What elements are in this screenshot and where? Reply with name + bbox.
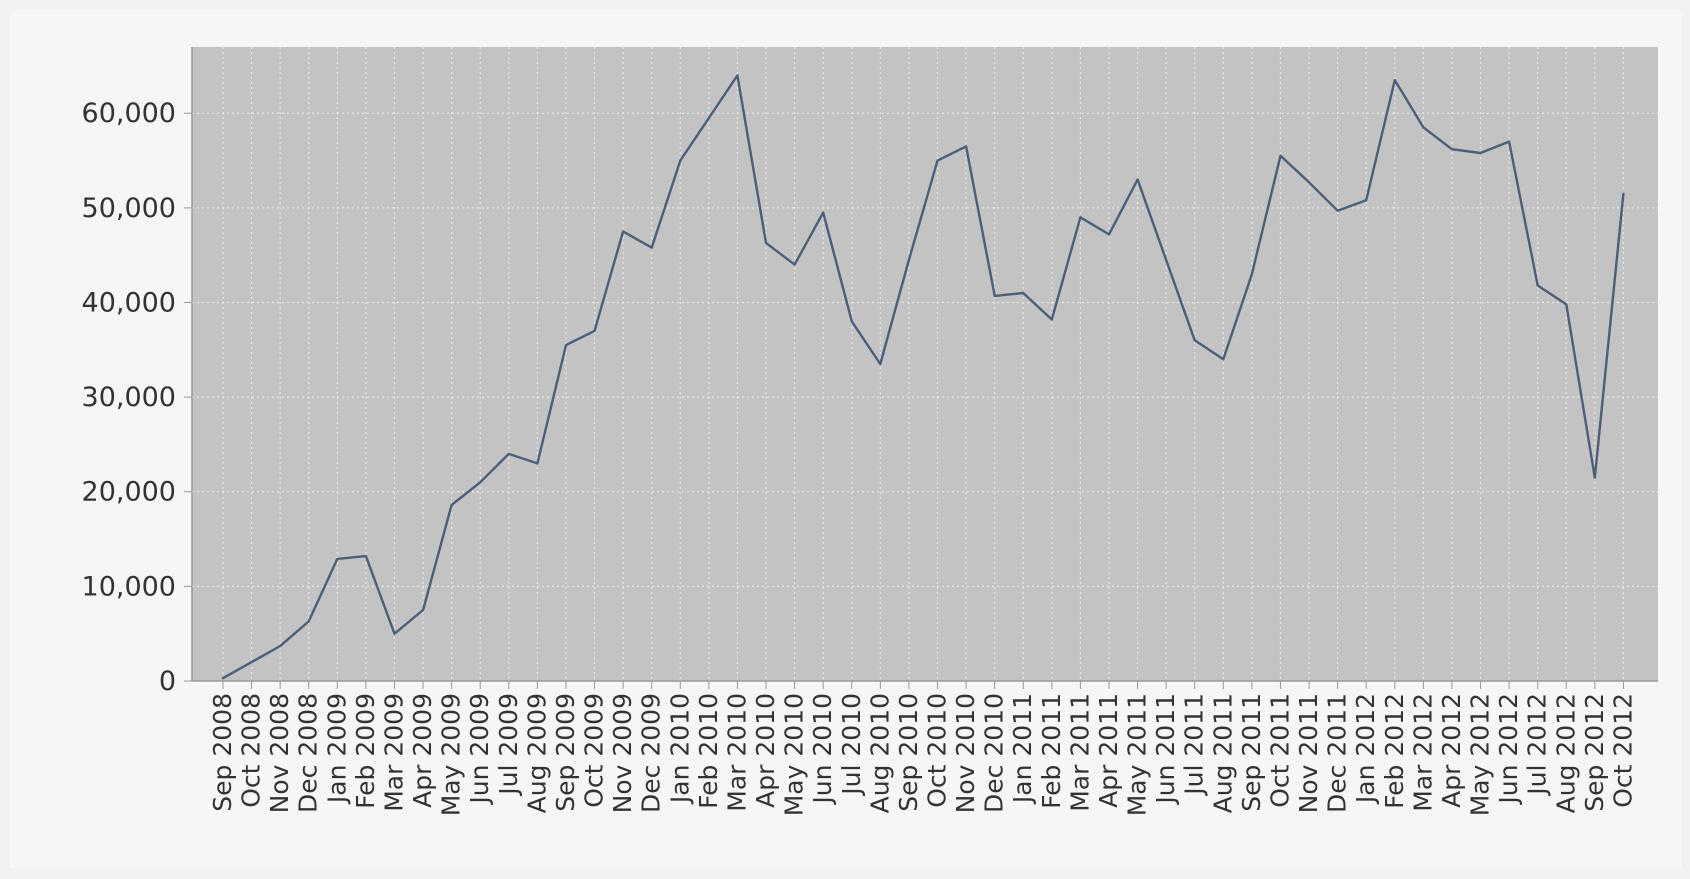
plot-area	[192, 47, 1658, 681]
x-tick-label: Sep 2010	[894, 693, 923, 812]
vertical-gridlines	[222, 47, 1625, 681]
x-tick-label: Sep 2012	[1580, 693, 1609, 812]
x-tick-label: Dec 2011	[1323, 693, 1352, 813]
x-tick-label: Nov 2010	[951, 693, 980, 813]
x-tick-label: Jan 2011	[1008, 693, 1037, 805]
x-tick-label: Jun 2012	[1494, 693, 1523, 806]
x-tick-label: Dec 2010	[980, 693, 1009, 813]
series-line	[221, 74, 1625, 680]
x-tick-label: Jul 2012	[1523, 693, 1552, 797]
x-tick-label: May 2011	[1123, 693, 1152, 816]
x-tick-label: Jan 2012	[1351, 693, 1380, 805]
x-tick-label: Feb 2011	[1037, 693, 1066, 809]
x-tick-label: Jan 2009	[322, 693, 351, 805]
x-tick-label: Aug 2011	[1208, 693, 1237, 813]
x-tick-label: Oct 2008	[237, 693, 266, 808]
y-tick-label: 0	[159, 666, 176, 697]
x-tick-label: Jun 2011	[1151, 693, 1180, 806]
x-tick-label: Feb 2009	[351, 693, 380, 809]
y-tick-label: 60,000	[82, 98, 176, 129]
x-tick-label: Nov 2008	[265, 693, 294, 813]
x-tick-label: May 2009	[437, 693, 466, 816]
y-tick-label: 30,000	[82, 382, 176, 413]
x-tick-label: Sep 2008	[208, 693, 237, 812]
y-tick-label: 50,000	[82, 193, 176, 224]
x-axis-ticks: Sep 2008 Oct 2008 Nov 2008 Dec 2008 Jan 2009…	[208, 681, 1637, 816]
x-tick-label: Aug 2010	[865, 693, 894, 813]
x-tick-label: Apr 2012	[1437, 693, 1466, 808]
x-tick-label: Oct 2009	[580, 693, 609, 808]
y-tick-label: 40,000	[82, 287, 176, 318]
x-tick-label: Apr 2009	[408, 693, 437, 808]
x-tick-label: Aug 2009	[522, 693, 551, 813]
x-tick-label: Feb 2010	[694, 693, 723, 809]
x-tick-label: Dec 2008	[294, 693, 323, 813]
x-tick-label: Nov 2011	[1294, 693, 1323, 813]
x-tick-label: Mar 2011	[1065, 693, 1094, 812]
x-tick-label: Jul 2010	[837, 693, 866, 797]
x-tick-label: Oct 2012	[1608, 693, 1637, 808]
x-tick-label: Jul 2009	[494, 693, 523, 797]
x-tick-label: May 2012	[1466, 693, 1495, 816]
x-tick-label: Mar 2012	[1408, 693, 1437, 812]
y-tick-label: 20,000	[82, 477, 176, 508]
x-tick-label: Oct 2010	[923, 693, 952, 808]
x-tick-label: Feb 2012	[1380, 693, 1409, 809]
x-tick-label: Mar 2010	[722, 693, 751, 812]
y-tick-label: 10,000	[82, 571, 176, 602]
series-layer	[221, 74, 1625, 680]
x-tick-label: Jul 2011	[1180, 693, 1209, 797]
x-tick-label: Dec 2009	[637, 693, 666, 813]
x-tick-label: Sep 2011	[1237, 693, 1266, 812]
x-tick-label: Mar 2009	[379, 693, 408, 812]
x-tick-label: Jun 2009	[465, 693, 494, 806]
y-axis-ticks: 0 10,000 20,000 30,000 40,000 50,000 60,000	[82, 98, 192, 697]
axes	[191, 47, 1658, 682]
x-tick-label: May 2010	[780, 693, 809, 816]
x-tick-label: Sep 2009	[551, 693, 580, 812]
x-tick-label: Jan 2010	[665, 693, 694, 805]
x-tick-label: Apr 2011	[1094, 693, 1123, 808]
x-tick-label: Aug 2012	[1551, 693, 1580, 813]
x-tick-label: Nov 2009	[608, 693, 637, 813]
x-tick-label: Apr 2010	[751, 693, 780, 808]
x-tick-label: Jun 2010	[808, 693, 837, 806]
x-tick-label: Oct 2011	[1265, 693, 1294, 808]
